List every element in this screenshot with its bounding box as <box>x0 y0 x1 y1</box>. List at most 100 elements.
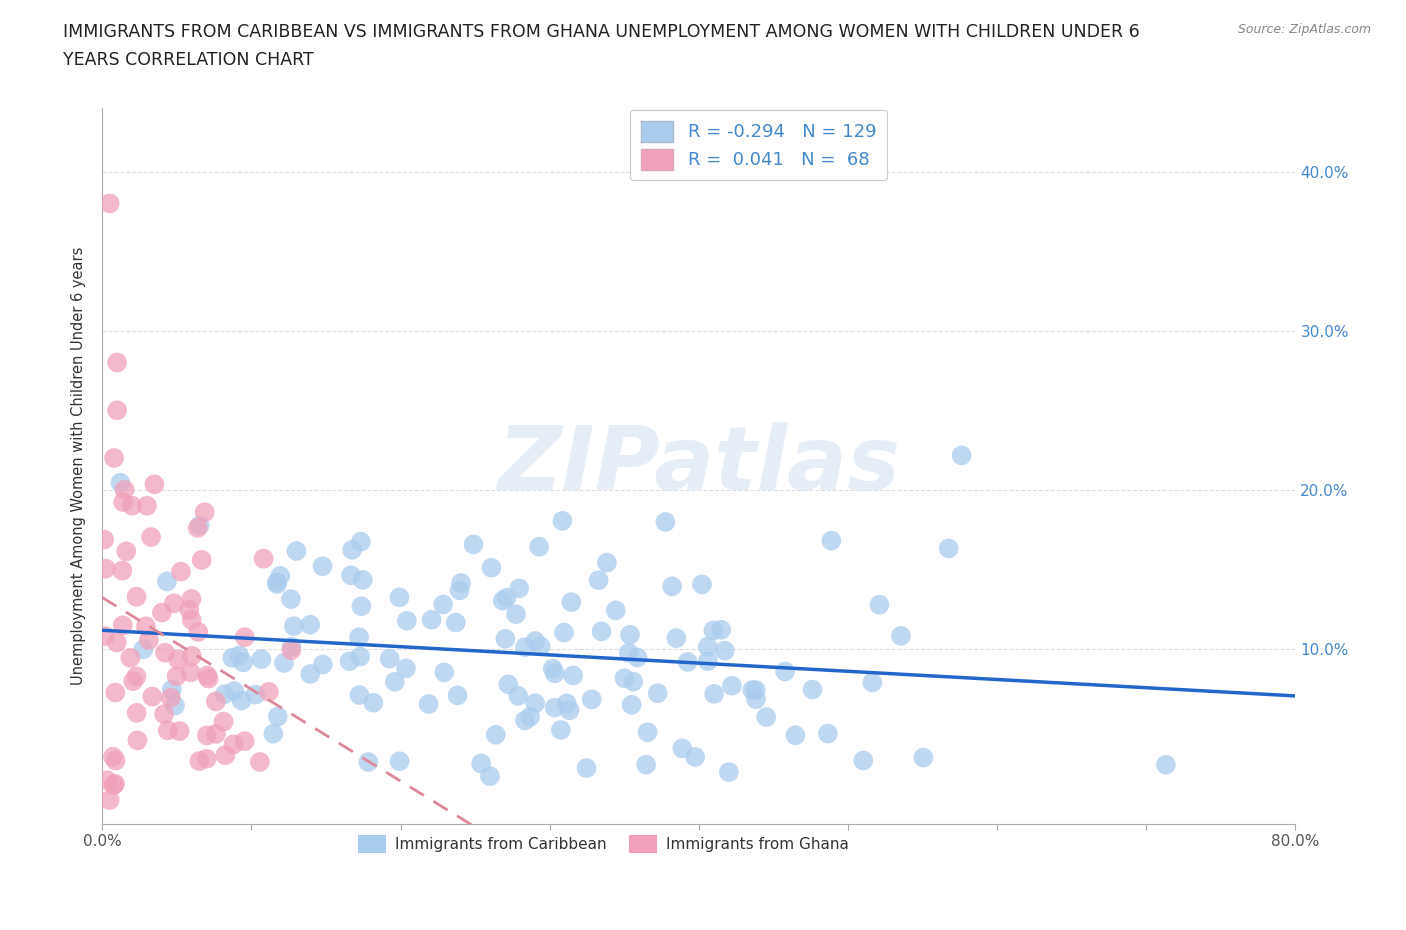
Point <box>703 686 725 701</box>
Point <box>153 707 176 722</box>
Point <box>94 629 117 644</box>
Point <box>544 666 567 681</box>
Point <box>104 777 127 791</box>
Point <box>105 403 128 418</box>
Point <box>513 713 536 728</box>
Point <box>280 639 302 654</box>
Point <box>661 578 683 593</box>
Point <box>617 645 640 660</box>
Point <box>384 674 406 689</box>
Point <box>432 597 454 612</box>
Point <box>744 683 766 698</box>
Point <box>125 669 148 684</box>
Point <box>558 703 581 718</box>
Point <box>195 751 218 766</box>
Point <box>868 597 890 612</box>
Point <box>114 483 136 498</box>
Point <box>195 728 218 743</box>
Point <box>262 726 284 741</box>
Point <box>690 577 713 591</box>
Point <box>125 590 148 604</box>
Point <box>357 754 380 769</box>
Point <box>180 665 202 680</box>
Point <box>212 714 235 729</box>
Point <box>388 754 411 769</box>
Point <box>541 661 564 676</box>
Point <box>98 196 121 211</box>
Point <box>233 734 256 749</box>
Point <box>463 537 485 551</box>
Y-axis label: Unemployment Among Women with Children Under 6 years: Unemployment Among Women with Children U… <box>72 246 86 685</box>
Point <box>519 710 541 724</box>
Point <box>683 750 706 764</box>
Point <box>1154 757 1177 772</box>
Point <box>269 568 291 583</box>
Point <box>104 685 127 700</box>
Point <box>378 651 401 666</box>
Point <box>94 561 117 576</box>
Point <box>710 622 733 637</box>
Point <box>801 682 824 697</box>
Point <box>591 624 613 639</box>
Point <box>283 618 305 633</box>
Point <box>138 632 160 647</box>
Point <box>104 753 127 768</box>
Point <box>555 696 578 711</box>
Point <box>492 593 515 608</box>
Point <box>912 751 935 765</box>
Point <box>187 624 209 639</box>
Point <box>741 683 763 698</box>
Point <box>820 533 842 548</box>
Text: YEARS CORRELATION CHART: YEARS CORRELATION CHART <box>63 51 314 69</box>
Point <box>103 777 125 792</box>
Point <box>696 639 718 654</box>
Point <box>347 630 370 644</box>
Point <box>143 477 166 492</box>
Point <box>120 650 142 665</box>
Point <box>676 655 699 670</box>
Point <box>817 726 839 741</box>
Point <box>349 687 371 702</box>
Point <box>433 665 456 680</box>
Legend: Immigrants from Caribbean, Immigrants from Ghana: Immigrants from Caribbean, Immigrants fr… <box>352 830 855 859</box>
Point <box>188 753 211 768</box>
Point <box>125 706 148 721</box>
Point <box>420 612 443 627</box>
Point <box>228 648 250 663</box>
Point <box>352 573 374 588</box>
Point <box>299 618 322 632</box>
Point <box>311 559 333 574</box>
Point <box>285 544 308 559</box>
Point <box>654 514 676 529</box>
Point <box>266 577 288 591</box>
Point <box>508 688 530 703</box>
Point <box>647 685 669 700</box>
Point <box>267 709 290 724</box>
Point <box>232 655 254 670</box>
Point <box>170 565 193 579</box>
Point <box>495 591 517 605</box>
Point <box>524 696 547 711</box>
Point <box>852 753 875 768</box>
Point <box>363 696 385 711</box>
Text: ZIPatlas: ZIPatlas <box>498 422 900 510</box>
Point <box>470 756 492 771</box>
Point <box>105 355 128 370</box>
Point <box>205 694 228 709</box>
Point <box>163 596 186 611</box>
Point <box>205 726 228 741</box>
Point <box>513 640 536 655</box>
Point <box>180 648 202 663</box>
Point <box>717 764 740 779</box>
Point <box>626 650 648 665</box>
Point <box>350 599 373 614</box>
Point <box>349 649 371 664</box>
Point <box>560 594 582 609</box>
Point <box>339 654 361 669</box>
Point <box>132 642 155 657</box>
Point <box>485 727 508 742</box>
Point <box>167 652 190 667</box>
Point <box>139 529 162 544</box>
Point <box>150 605 173 620</box>
Point <box>860 675 883 690</box>
